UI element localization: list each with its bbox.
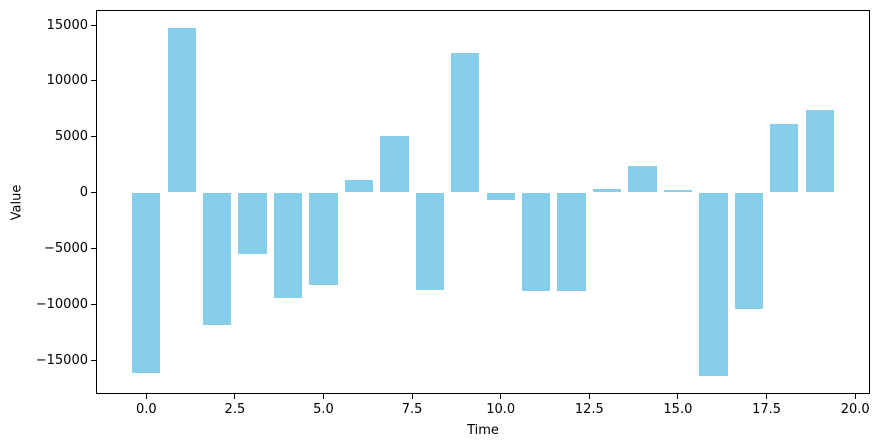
y-tick-mark xyxy=(91,303,96,305)
x-tick-mark xyxy=(588,394,590,399)
bars-layer xyxy=(97,11,869,393)
y-tick-label: 0 xyxy=(79,185,88,200)
bar-x0 xyxy=(132,192,161,374)
x-tick-label: 17.5 xyxy=(752,402,782,417)
bar-x13 xyxy=(592,189,622,193)
x-tick-mark xyxy=(145,394,147,399)
x-tick-label: 20.0 xyxy=(840,402,870,417)
bar-x18 xyxy=(770,124,799,193)
y-tick-label: −10000 xyxy=(35,296,88,312)
y-tick-mark xyxy=(91,24,96,26)
x-tick-mark xyxy=(411,394,413,399)
bar-x8 xyxy=(415,192,445,290)
y-tick-label: 10000 xyxy=(46,73,88,89)
bar-x4 xyxy=(273,192,303,298)
x-tick-mark xyxy=(677,394,679,399)
bar-x9 xyxy=(451,52,480,193)
y-tick-mark xyxy=(91,80,96,82)
x-tick-label: 10.0 xyxy=(486,402,516,417)
bar-x11 xyxy=(522,192,551,291)
x-tick-label: 2.5 xyxy=(224,402,246,417)
x-tick-label: 7.5 xyxy=(401,402,423,417)
bar-x12 xyxy=(557,192,586,291)
x-axis-label: Time xyxy=(467,423,499,438)
y-tick-mark xyxy=(91,136,96,138)
plot-area xyxy=(96,10,870,394)
x-tick-label: 0.0 xyxy=(135,402,157,417)
bar-x10 xyxy=(486,192,515,200)
x-tick-mark xyxy=(234,394,236,399)
x-tick-mark xyxy=(323,394,324,399)
x-tick-label: 5.0 xyxy=(313,402,334,417)
bar-x5 xyxy=(309,192,338,286)
bar-x6 xyxy=(344,180,374,193)
y-tick-label: 15000 xyxy=(46,17,88,33)
y-tick-label: −5000 xyxy=(44,240,88,256)
y-axis-label: Value xyxy=(9,184,25,221)
x-tick-mark xyxy=(500,394,502,399)
x-tick-mark xyxy=(854,394,856,399)
x-tick-mark xyxy=(766,394,768,399)
y-tick-mark xyxy=(91,359,96,361)
bar-x15 xyxy=(663,189,693,193)
bar-x17 xyxy=(734,192,764,309)
x-tick-label: 15.0 xyxy=(663,402,693,417)
bar-x16 xyxy=(699,192,728,376)
y-tick-mark xyxy=(91,192,96,193)
y-tick-mark xyxy=(91,247,96,249)
bar-x3 xyxy=(238,192,267,254)
bar-x7 xyxy=(380,135,409,193)
y-tick-label: −15000 xyxy=(35,352,88,368)
bar-x19 xyxy=(805,109,834,193)
bar-x2 xyxy=(203,192,232,326)
x-tick-label: 12.5 xyxy=(574,402,604,417)
bar-x1 xyxy=(167,28,196,193)
bar-x14 xyxy=(628,165,657,193)
y-tick-label: 5000 xyxy=(54,129,88,145)
